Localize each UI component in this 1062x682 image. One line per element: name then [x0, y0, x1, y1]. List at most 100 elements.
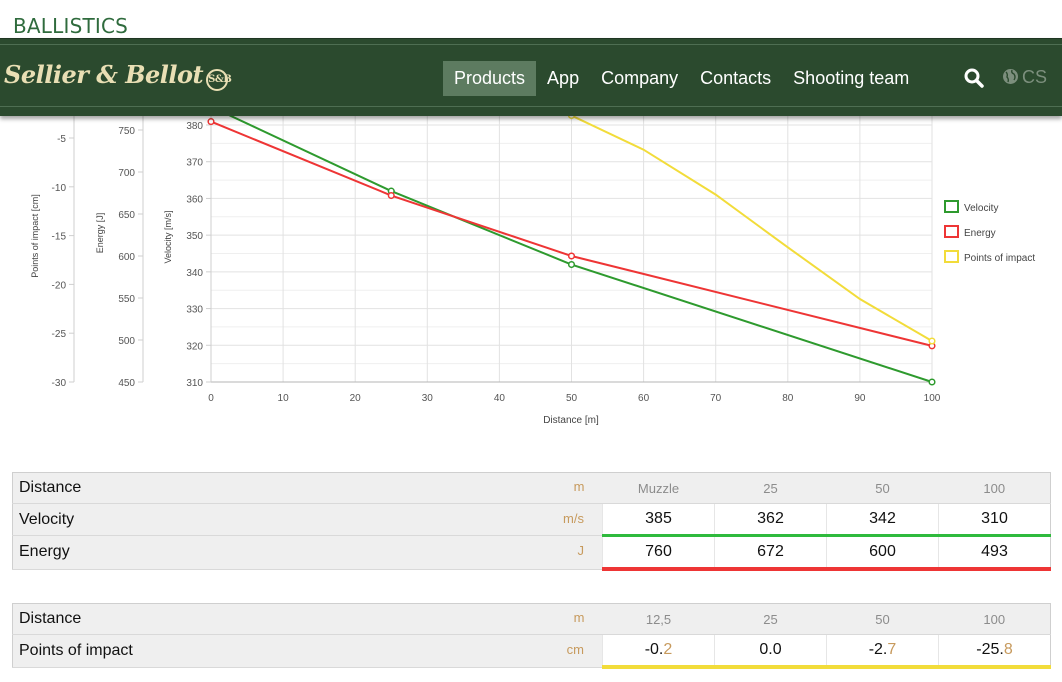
- energy-axis-label: Energy [J]: [95, 213, 105, 254]
- chart-legend: Velocity Energy Points of impact: [944, 200, 1035, 264]
- velocity-axis-label: Velocity [m/s]: [163, 210, 173, 263]
- table-row: Distance m 12,5 25 50 100: [12, 603, 1051, 635]
- points-of-impact-tick-label: -30: [52, 378, 67, 389]
- table-row: Distance m Muzzle 25 50 100: [12, 472, 1051, 504]
- points-of-impact-series: [567, 112, 936, 345]
- velocity-tick-label: 370: [186, 158, 203, 169]
- row-unit: m: [573, 479, 585, 494]
- table-cell: 50: [826, 472, 939, 504]
- table-cell: 600: [826, 535, 939, 571]
- x-tick-label: 10: [278, 393, 290, 404]
- velocity-energy-table: Distance m Muzzle 25 50 100 Velocity m/s 3…: [12, 472, 1051, 571]
- row-label-points-of-impact: Points of impact cm: [12, 634, 603, 668]
- x-tick-label: 70: [710, 393, 722, 404]
- x-tick-label: 100: [924, 393, 941, 404]
- x-axis-label: Distance [m]: [543, 415, 599, 426]
- table-cell: 100: [938, 603, 1051, 635]
- row-unit: J: [577, 543, 585, 559]
- nav-link-shooting-team[interactable]: Shooting team: [793, 68, 910, 88]
- x-tick-label: 60: [638, 393, 650, 404]
- legend-swatch: [944, 200, 959, 213]
- row-label-distance: Distance m: [12, 472, 603, 504]
- globe-icon[interactable]: [1002, 68, 1019, 85]
- nav-link-contacts[interactable]: Contacts: [700, 68, 772, 88]
- table-cell: Muzzle: [602, 472, 715, 504]
- navbar-rule-bottom: [0, 106, 1062, 107]
- energy-point: [387, 191, 395, 200]
- energy-tick-label: 650: [118, 210, 135, 221]
- velocity-point: [567, 260, 576, 269]
- points-of-impact-tick-label: -25: [52, 329, 67, 340]
- brand-logo[interactable]: Sellier & Bellot S&B: [4, 60, 232, 91]
- table-cell: 342: [826, 503, 939, 537]
- table-cell: 25: [714, 472, 827, 504]
- brand-logo-text: Sellier & Bellot: [4, 60, 204, 89]
- energy-line: [210, 120, 933, 347]
- table-cell: 25: [714, 603, 827, 635]
- table-cell: 12,5: [602, 603, 715, 635]
- nav-link-company[interactable]: Company: [601, 68, 679, 88]
- table-row: Points of impact cm -0.2 0.0 -2.7 -25.8: [12, 634, 1051, 669]
- search-icon[interactable]: [963, 67, 985, 89]
- points-of-impact-tick-label: -5: [57, 134, 66, 145]
- points-of-impact-tick-label: -15: [52, 232, 67, 243]
- chart-series: [207, 110, 936, 386]
- energy-tick-label: 450: [118, 378, 135, 389]
- table-cell: 100: [938, 472, 1051, 504]
- table-cell: 310: [938, 503, 1051, 537]
- table-cell: 362: [714, 503, 827, 537]
- table-cell: 50: [826, 603, 939, 635]
- x-tick-label: 20: [350, 393, 362, 404]
- velocity-tick-label: 320: [186, 341, 203, 352]
- velocity-point: [928, 378, 936, 386]
- velocity-tick-label: 330: [186, 305, 203, 316]
- velocity-line: [215, 110, 933, 383]
- x-tick-label: 90: [854, 393, 866, 404]
- energy-point: [567, 252, 576, 260]
- page-title: BALLISTICS: [13, 14, 129, 38]
- row-label-velocity: Velocity m/s: [12, 503, 603, 536]
- table-cell: 0.0: [714, 634, 827, 669]
- legend-label: Velocity: [964, 203, 998, 214]
- row-unit: cm: [566, 641, 584, 657]
- legend-swatch: [944, 250, 959, 263]
- row-label-energy: Energy J: [12, 535, 603, 570]
- legend-swatch: [944, 225, 959, 238]
- energy-series: [207, 118, 936, 350]
- points-of-impact-line: [571, 114, 933, 342]
- nav-link-products[interactable]: Products: [443, 61, 537, 96]
- x-tick-label: 40: [494, 393, 506, 404]
- energy-tick-label: 550: [118, 294, 135, 305]
- legend-label: Energy: [964, 228, 996, 239]
- points-of-impact-table: Distance m 12,5 25 50 100 Points of impac…: [12, 603, 1051, 669]
- points-of-impact-axis-label: Points of impact [cm]: [30, 194, 40, 278]
- velocity-tick-label: 310: [186, 378, 203, 389]
- velocity-tick-label: 340: [186, 268, 203, 279]
- energy-point: [207, 118, 215, 126]
- x-tick-label: 30: [422, 393, 434, 404]
- energy-tick-label: 700: [118, 168, 135, 179]
- table-cell: 672: [714, 535, 827, 571]
- table-cell: -25.8: [938, 634, 1051, 669]
- nav-link-app[interactable]: App: [547, 68, 580, 88]
- table-cell: -2.7: [826, 634, 939, 669]
- table-row: Velocity m/s 385 362 342 310: [12, 503, 1051, 537]
- table-row: Energy J 760 672 600 493: [12, 535, 1051, 571]
- top-navbar: Sellier & Bellot S&B Products App Company…: [0, 38, 1062, 116]
- points-of-impact-tick-label: -10: [52, 183, 67, 194]
- row-unit: m: [573, 610, 585, 625]
- x-tick-label: 50: [566, 393, 578, 404]
- points-of-impact-tick-label: -20: [52, 280, 67, 291]
- energy-tick-label: 500: [118, 336, 135, 347]
- row-unit: m/s: [563, 510, 584, 526]
- brand-seal-icon: S&B: [206, 69, 232, 91]
- points-of-impact-point: [928, 337, 936, 345]
- velocity-tick-label: 380: [186, 121, 203, 132]
- language-switch[interactable]: CS: [1022, 67, 1048, 87]
- table-cell: 760: [602, 535, 715, 571]
- x-tick-label: 0: [208, 393, 214, 404]
- energy-tick-label: 750: [118, 126, 135, 137]
- ballistics-chart: 0 10 20 30 40 50 60 70 80 90 100 Distance [m] 310 320…: [30, 110, 1035, 426]
- nav-links: Products App Company Contacts Shooting t…: [443, 61, 920, 96]
- chart-grid: [210, 110, 933, 383]
